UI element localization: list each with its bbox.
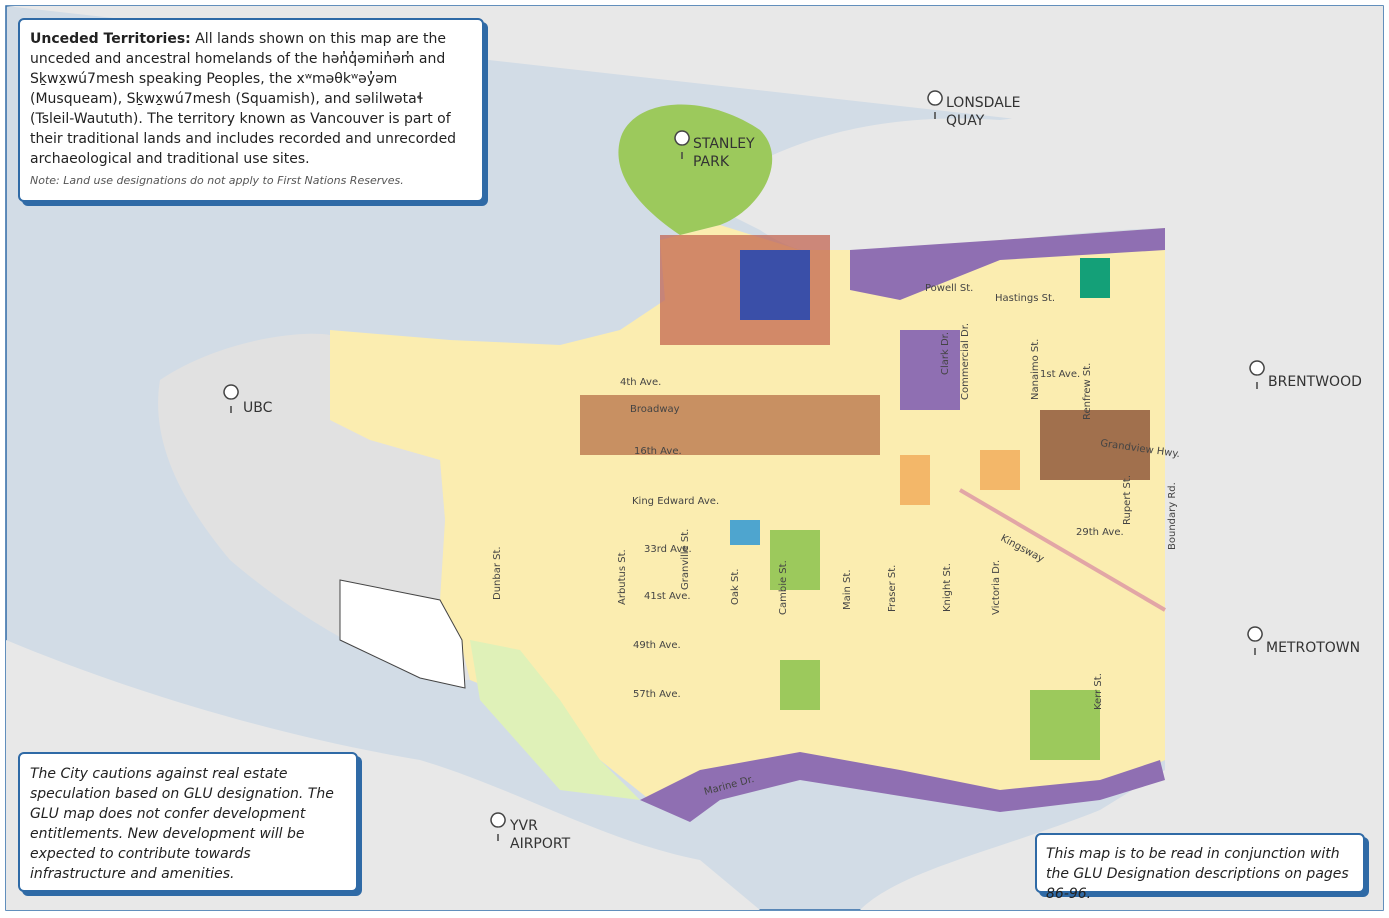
place-label: UBC	[243, 400, 273, 416]
pin	[490, 812, 506, 841]
street-label: 33rd Ave.	[644, 544, 692, 555]
park	[780, 660, 820, 710]
place-line: UBC	[243, 400, 273, 416]
street-label: Fraser St.	[887, 565, 898, 612]
street-label: Victoria Dr.	[991, 560, 1002, 615]
street-label: Powell St.	[925, 283, 973, 294]
north-shore	[6, 6, 1383, 260]
pin	[1249, 360, 1265, 389]
stanley-park	[618, 104, 773, 235]
place-label: METROTOWN	[1266, 640, 1360, 656]
broadway-corridor	[580, 395, 880, 455]
place-line: AIRPORT	[510, 836, 571, 852]
street-label: Nanaimo St.	[1030, 339, 1041, 400]
central-business	[740, 250, 810, 320]
street-label: 4th Ave.	[620, 377, 661, 388]
street-label: Commercial Dr.	[960, 323, 971, 400]
pin	[674, 130, 690, 159]
info-box: Unceded Territories: All lands shown on …	[18, 18, 484, 202]
street-label: 57th Ave.	[633, 689, 681, 700]
place-label: BRENTWOOD	[1268, 374, 1362, 390]
street-label: Knight St.	[942, 563, 953, 612]
kingsway-road	[958, 488, 1167, 612]
reserve	[339, 579, 466, 689]
place-line: METROTOWN	[1266, 640, 1360, 656]
street-label: Arbutus St.	[617, 549, 628, 605]
street-label: 16th Ave.	[634, 446, 682, 457]
street-label: Rupert St.	[1122, 475, 1133, 525]
street-label: Boundary Rd.	[1167, 482, 1178, 550]
street-label: 49th Ave.	[633, 640, 681, 651]
street-label: Hastings St.	[995, 293, 1055, 304]
pins	[223, 90, 1265, 841]
street-label: 1st Ave.	[1040, 369, 1080, 380]
fraser-industrial	[640, 752, 1165, 822]
place-line: LONSDALE	[946, 95, 1020, 111]
pin	[223, 384, 239, 413]
street-label: Renfrew St.	[1082, 363, 1093, 420]
place-labels: STANLEY PARK LONSDALE QUAY UBC BRENTWOOD M…	[243, 95, 1362, 852]
street-label: 29th Ave.	[1076, 527, 1124, 538]
place-label: LONSDALE QUAY	[946, 95, 1020, 129]
place-line: PARK	[693, 154, 730, 170]
street-label: Clark Dr.	[940, 332, 951, 375]
industrial	[900, 330, 960, 410]
street-label: Granville St.	[680, 529, 691, 590]
queen-elizabeth-park	[770, 530, 820, 590]
grandview-hub	[1040, 410, 1150, 480]
pacific-spirit-south	[470, 640, 640, 800]
street-label: Cambie St.	[778, 560, 789, 615]
street-label: Dunbar St.	[492, 546, 503, 600]
street-label: 41st Ave.	[644, 591, 691, 602]
place-line: YVR	[509, 818, 538, 834]
place-label: STANLEY PARK	[693, 136, 755, 170]
street-label: Kerr St.	[1093, 673, 1104, 710]
caution-box: The City cautions against real estate sp…	[18, 752, 358, 892]
street-label: Main St.	[842, 570, 853, 611]
place-label: YVR AIRPORT	[509, 818, 571, 852]
info-title: Unceded Territories:	[30, 31, 191, 47]
institutional	[730, 520, 760, 545]
place-line: STANLEY	[693, 136, 755, 152]
info-note: Note: Land use designations do not apply…	[30, 174, 404, 187]
pin	[927, 90, 943, 119]
residential	[900, 455, 930, 505]
pin	[1247, 626, 1263, 655]
info-body: All lands shown on this map are the unce…	[30, 31, 457, 167]
street-label: Broadway	[630, 404, 680, 415]
port-lands	[850, 228, 1165, 300]
street-label: Oak St.	[730, 569, 741, 605]
burnaby	[860, 228, 1383, 910]
street-label: King Edward Ave.	[632, 496, 719, 507]
park	[1080, 258, 1110, 298]
reading-note-box: This map is to be read in conjunction wi…	[1035, 833, 1365, 902]
place-line: QUAY	[946, 113, 985, 129]
residential	[980, 450, 1020, 490]
place-line: BRENTWOOD	[1268, 374, 1362, 390]
park	[1030, 690, 1100, 760]
